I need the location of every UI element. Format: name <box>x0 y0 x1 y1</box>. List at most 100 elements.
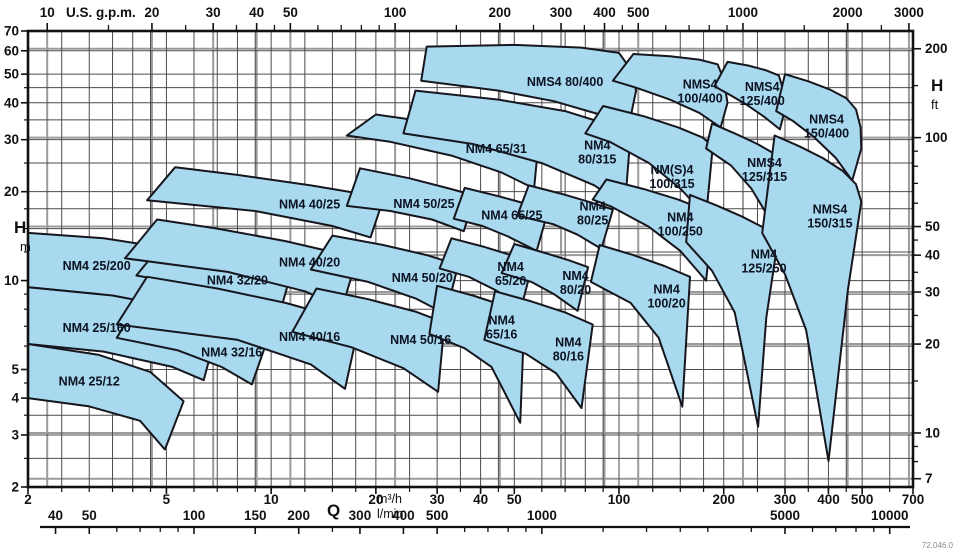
region-label: NM4 <box>562 269 588 283</box>
region-label: NM4 40/25 <box>279 197 340 211</box>
region-label: NM(S)4 <box>650 163 693 177</box>
pump-region-NMS4-100-400 <box>611 53 729 129</box>
region-label: NM4 25/160 <box>63 321 131 335</box>
region-label: NMS4 <box>745 80 780 94</box>
axis-tick-label: 200 <box>287 508 310 523</box>
region-label: 65/16 <box>486 327 517 341</box>
region-label: NM4 <box>584 138 610 152</box>
axis-tick-label: 3 <box>11 427 19 442</box>
pump-region-NMS4-125-400 <box>713 60 786 131</box>
plot-frame <box>26 29 915 489</box>
axis-tick-label: 5000 <box>770 508 800 523</box>
axis-tick-label: 10 <box>925 425 940 440</box>
axis-tick-label: 4 <box>11 391 19 406</box>
region-label: NM4 <box>667 211 693 225</box>
axis-tick-label: 10 <box>4 273 19 288</box>
region-label: NM4 <box>488 313 514 327</box>
region-label: 65/20 <box>495 274 526 288</box>
axis-tick-label: 20 <box>368 492 383 507</box>
region-label: 150/400 <box>804 127 849 141</box>
pump-region-NMS4-150-400 <box>775 73 863 182</box>
region-label: NM4 <box>653 283 679 297</box>
region-label: NM4 25/200 <box>63 259 131 273</box>
axis-tick-label: 400 <box>392 508 415 523</box>
region-label: 100/400 <box>677 92 722 106</box>
region-label: NM4 50/20 <box>392 271 453 285</box>
left-axis-unit: m <box>20 239 31 254</box>
region-label: NMS4 <box>683 78 718 92</box>
axis-tick-label: 500 <box>426 508 449 523</box>
region-label: 80/16 <box>553 349 584 363</box>
axis-tick-label: 5 <box>163 492 171 507</box>
pump-region-NM4-100-20 <box>589 244 691 408</box>
axis-tick-label: 2 <box>24 492 32 507</box>
right-axis-unit: ft <box>931 97 939 112</box>
axis-tick-label: 50 <box>925 219 940 234</box>
region-label: 100/315 <box>649 177 694 191</box>
region-label: NMS4 80/400 <box>527 75 603 89</box>
region-label: NM4 25/12 <box>59 375 120 389</box>
axis-tick-label: 30 <box>430 492 445 507</box>
bottom-axis-q-m3h: 2 5 10 20 30 40 50 100 200 300 400 500 700 Qm³/hl/min <box>24 487 924 521</box>
axis-tick-label: 2000 <box>833 5 863 20</box>
axis-tick-label: 400 <box>593 5 616 20</box>
axis-tick-label: 40 <box>48 508 63 523</box>
pump-region-NM4-80-20 <box>500 243 590 312</box>
axis-tick-label: 3000 <box>894 5 924 20</box>
region-label: NM4 <box>751 247 777 261</box>
axis-tick-label: 30 <box>4 132 19 147</box>
axis-tick-label: 50 <box>507 492 522 507</box>
axis-tick-label: 500 <box>627 5 650 20</box>
region-label: 100/250 <box>658 225 703 239</box>
region-label: NMS4 <box>747 156 782 170</box>
axis-tick-label: 2 <box>11 480 19 495</box>
bottom-axis-unit-lmin: l/min <box>377 507 403 521</box>
axis-tick-label: 200 <box>925 41 948 56</box>
axis-tick-label: 100 <box>384 5 407 20</box>
axis-tick-label: 300 <box>349 508 372 523</box>
left-axis-h-m: 2 3 4 5 10 20 30 40 50 60 70 Hm <box>4 24 31 495</box>
axis-tick-label: 100 <box>608 492 631 507</box>
bottom-axis-q-lmin: 40 50 100 150 200 300 400 500 1000 5000 10000 <box>40 508 910 534</box>
region-label: 125/315 <box>742 170 787 184</box>
region-label: NM4 <box>497 260 523 274</box>
region-label: 80/25 <box>577 214 608 228</box>
pump-region-NM4-80-16 <box>483 290 594 410</box>
bottom-axis-title: Q <box>327 501 340 520</box>
axis-tick-label: 40 <box>925 248 940 263</box>
pump-region-NMS4-80-400 <box>420 43 638 125</box>
axis-tick-label: 20 <box>144 5 159 20</box>
axis-tick-label: 40 <box>4 95 19 110</box>
pump-region-NM4-50-25 <box>345 167 476 233</box>
left-axis-title: H <box>14 218 26 237</box>
right-axis-title: H <box>931 76 943 95</box>
region-label: 125/400 <box>740 94 785 108</box>
region-label: NM4 50/25 <box>393 197 454 211</box>
pump-region-NM4-40-25 <box>146 166 385 239</box>
axis-tick-label: 50 <box>82 508 97 523</box>
axis-tick-label: 40 <box>473 492 488 507</box>
pump-region-NMS4-150-315 <box>761 134 863 462</box>
axis-tick-label: 1000 <box>728 5 758 20</box>
axis-tick-label: 5 <box>11 362 19 377</box>
pump-region-NM4-40-16 <box>115 275 361 390</box>
region-label: NM4 40/20 <box>279 256 340 270</box>
pump-region-NM4-40-20 <box>124 218 358 309</box>
axis-tick-label: 60 <box>4 43 19 58</box>
axis-tick-label: 300 <box>550 5 573 20</box>
axis-tick-label: 150 <box>244 508 267 523</box>
axis-tick-label: 300 <box>774 492 797 507</box>
region-label: 150/315 <box>807 217 852 231</box>
right-axis-h-ft: 7 10 20 30 40 50 100 200 Hft <box>913 41 948 486</box>
axis-tick-label: 10 <box>40 5 55 20</box>
pump-region-NM4-25-12 <box>27 343 185 451</box>
region-label: NMS4 <box>813 203 848 217</box>
axis-tick-label: 30 <box>925 285 940 300</box>
region-label: NM4 50/16 <box>390 333 451 347</box>
top-axis-title: U.S. g.p.m. <box>66 5 136 20</box>
pump-region-NM4-100-250 <box>591 178 714 282</box>
axis-tick-label: 30 <box>206 5 221 20</box>
pump-region-NM4-50-16 <box>291 287 446 393</box>
